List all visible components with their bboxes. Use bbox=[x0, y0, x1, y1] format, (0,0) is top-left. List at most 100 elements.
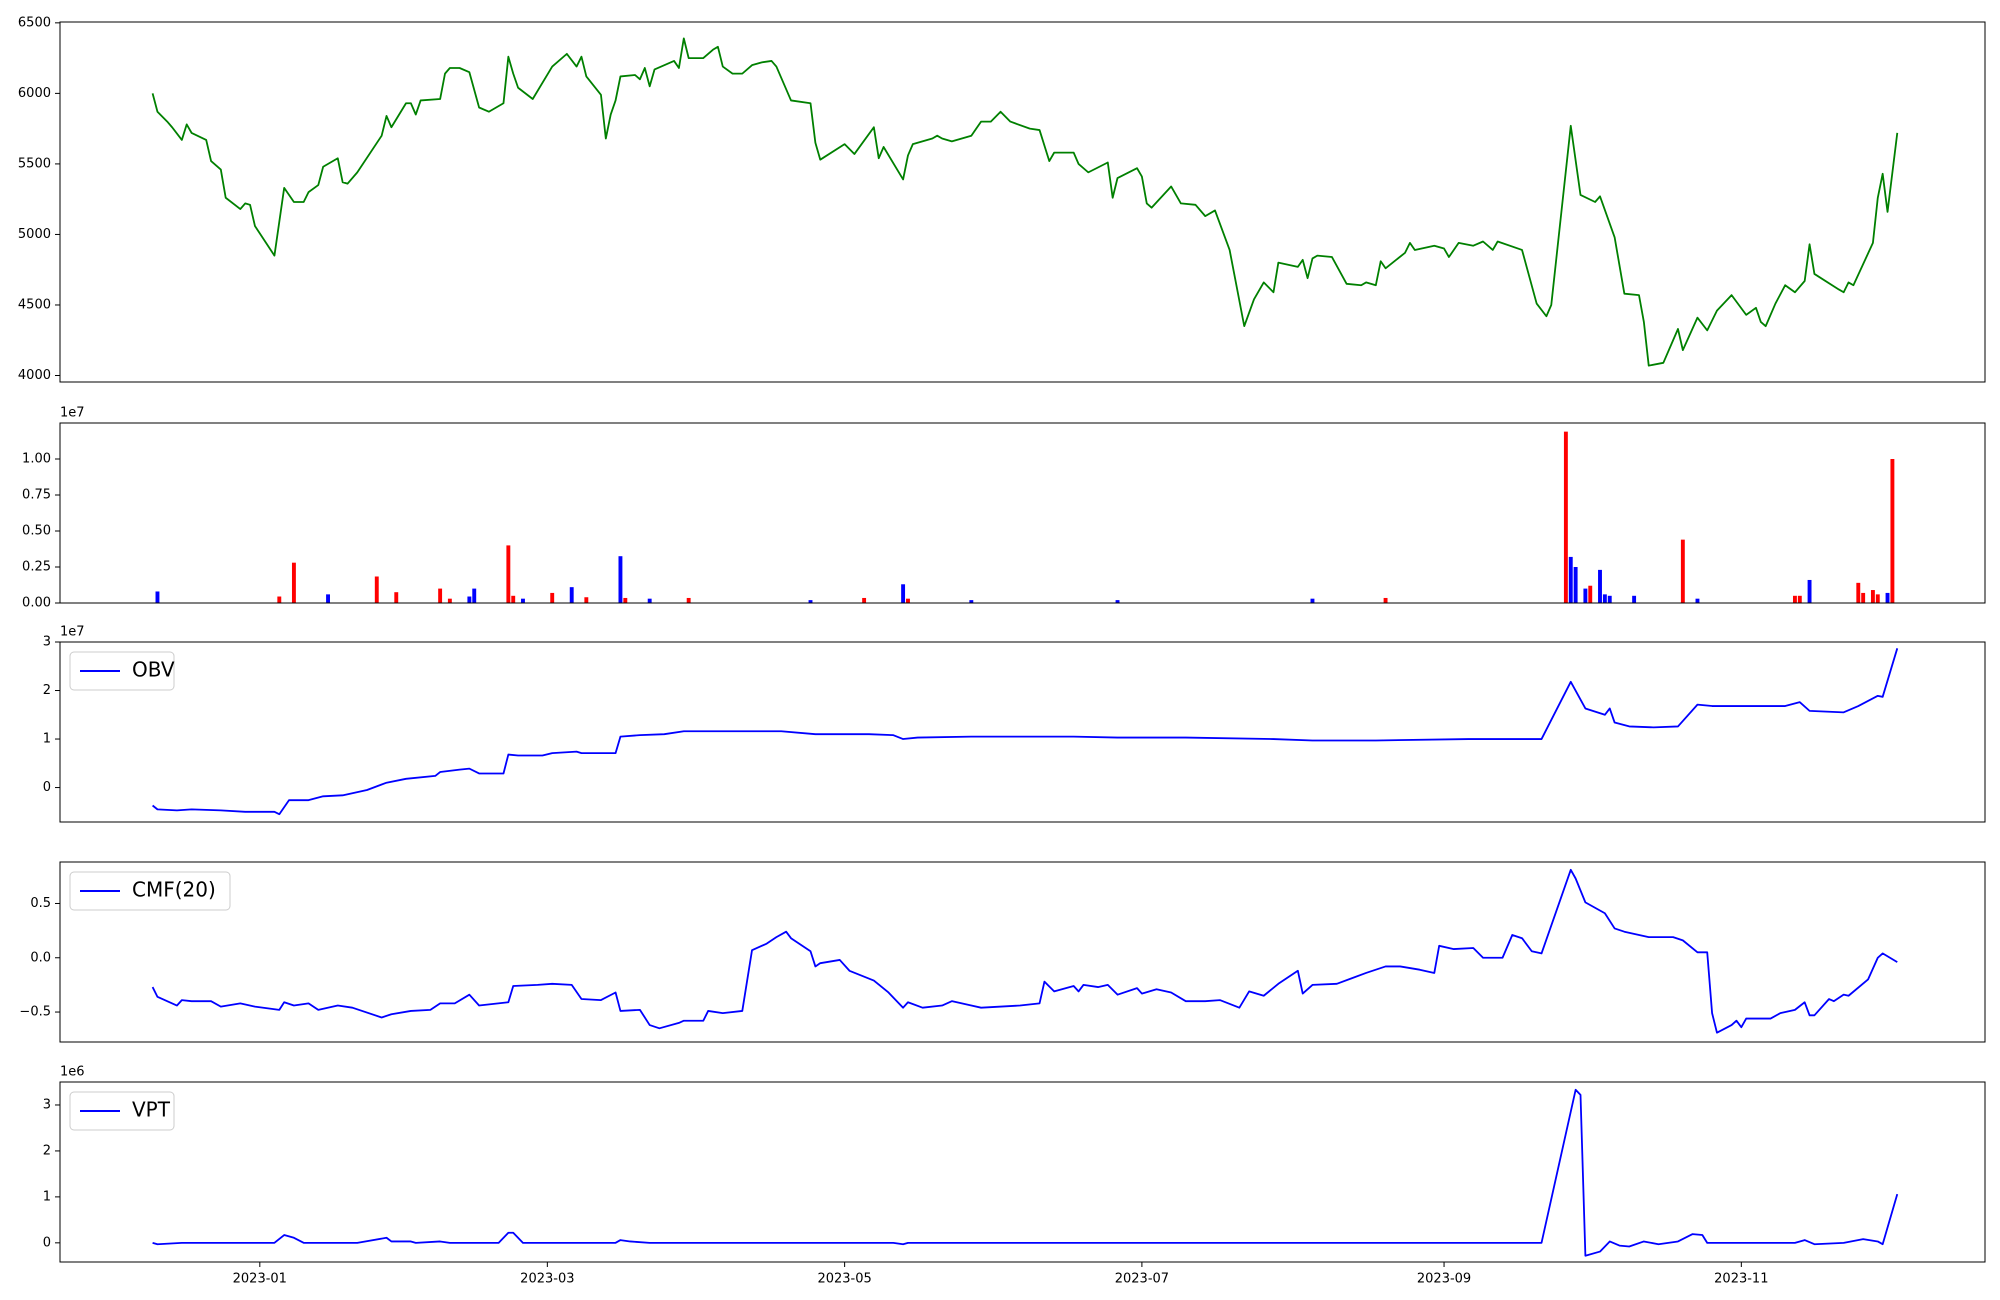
y-tick-label: 1.00 bbox=[22, 452, 51, 467]
volume-bar bbox=[862, 597, 867, 603]
volume-bar bbox=[374, 576, 379, 603]
volume-bar bbox=[277, 596, 282, 603]
volume-bar bbox=[1632, 595, 1637, 603]
legend: OBV bbox=[69, 651, 175, 691]
y-tick-label: 3 bbox=[43, 635, 51, 650]
volume-bar bbox=[155, 591, 160, 603]
y-tick-label: 0.0 bbox=[30, 950, 51, 965]
y-tick-label: 2 bbox=[43, 683, 51, 698]
legend: VPT bbox=[69, 1091, 175, 1131]
y-tick-label: 4000 bbox=[18, 368, 51, 383]
x-tick-label: 2023-03 bbox=[520, 1272, 574, 1287]
y-tick-label: 3 bbox=[43, 1097, 51, 1112]
volume-bar bbox=[1695, 598, 1700, 603]
volume-bar bbox=[1861, 592, 1866, 603]
volume-bar bbox=[969, 600, 974, 603]
volume-bar bbox=[1310, 598, 1315, 603]
panel: 0.00 0.25 0.50 0.75 1.00 1e7 bbox=[22, 406, 1986, 611]
volume-bar bbox=[647, 598, 652, 603]
plot-area bbox=[155, 431, 1895, 603]
y-tick-label: 0.50 bbox=[22, 524, 51, 539]
legend-label: CMF(20) bbox=[132, 878, 216, 902]
series-line bbox=[152, 1088, 1899, 1257]
y-tick-label: 2 bbox=[43, 1143, 51, 1158]
y-tick-label: 6500 bbox=[18, 15, 51, 30]
legend-label: OBV bbox=[132, 658, 175, 682]
volume-bar bbox=[686, 597, 691, 603]
legend-label: VPT bbox=[132, 1098, 171, 1122]
y-tick-label: 0.00 bbox=[22, 596, 51, 611]
x-tick-label: 2023-07 bbox=[1115, 1272, 1169, 1287]
volume-bar bbox=[1563, 431, 1568, 603]
volume-bar bbox=[1115, 600, 1120, 603]
panel: 0 1 2 3 1e7 OBV bbox=[43, 625, 1986, 823]
volume-bar bbox=[1875, 594, 1880, 603]
volume-bar bbox=[1807, 579, 1812, 603]
series-line bbox=[151, 868, 1898, 1034]
volume-bar bbox=[569, 587, 574, 603]
volume-bar bbox=[467, 596, 472, 603]
volume-bar bbox=[1602, 594, 1607, 603]
volume-bar bbox=[511, 595, 516, 603]
volume-bar bbox=[584, 597, 589, 603]
axes-frame bbox=[59, 861, 1986, 1043]
panel: 0 1 2 3 2023-01 2023-03 2023-05 2023-07 2023-09 2… bbox=[43, 1065, 1986, 1287]
legend-box bbox=[69, 1091, 175, 1131]
volume-bar bbox=[1383, 597, 1388, 603]
y-tick-label: 0.75 bbox=[22, 488, 51, 503]
volume-bar bbox=[1885, 592, 1890, 603]
axes-frame bbox=[59, 641, 1986, 823]
y-tick-label: 6000 bbox=[18, 86, 51, 101]
legend-box bbox=[69, 651, 175, 691]
y-tick-label: 0 bbox=[43, 780, 51, 795]
legend-box bbox=[69, 871, 231, 911]
volume-bar bbox=[472, 588, 477, 603]
volume-bar bbox=[326, 594, 330, 603]
y-offset-label: 1e7 bbox=[60, 625, 85, 640]
volume-bar bbox=[623, 597, 628, 603]
x-tick-label: 2023-11 bbox=[1714, 1272, 1768, 1287]
axes-frame bbox=[59, 21, 1986, 383]
y-offset-label: 1e6 bbox=[60, 1065, 85, 1080]
volume-bar bbox=[447, 598, 452, 603]
y-tick-label: 1 bbox=[43, 732, 51, 747]
plot-area bbox=[152, 648, 1899, 816]
y-tick-label: 5000 bbox=[18, 227, 51, 242]
legend: CMF(20) bbox=[69, 871, 231, 911]
y-tick-label: 1 bbox=[43, 1189, 51, 1204]
plot-area bbox=[152, 1088, 1899, 1257]
volume-bar bbox=[291, 562, 296, 603]
y-tick-label: 4500 bbox=[18, 297, 51, 312]
series-line bbox=[152, 648, 1899, 816]
volume-bar bbox=[1680, 539, 1685, 603]
volume-bar bbox=[1573, 567, 1578, 603]
volume-bar bbox=[906, 598, 910, 603]
y-tick-label: −0.5 bbox=[19, 1005, 51, 1020]
axes-frame bbox=[59, 1081, 1986, 1263]
volume-bar bbox=[506, 545, 511, 603]
volume-bar bbox=[618, 556, 623, 603]
volume-bar bbox=[1870, 590, 1875, 603]
panel: −0.5 0.0 0.5 CMF(20) bbox=[19, 861, 1986, 1043]
plot-area bbox=[151, 868, 1898, 1034]
volume-bar bbox=[1890, 459, 1895, 603]
y-tick-label: 0.5 bbox=[30, 896, 51, 911]
x-tick-label: 2023-09 bbox=[1417, 1272, 1471, 1287]
volume-bar bbox=[1583, 588, 1588, 603]
volume-bar bbox=[438, 588, 443, 603]
x-tick-label: 2023-05 bbox=[817, 1272, 871, 1287]
volume-bar bbox=[1568, 556, 1573, 603]
y-offset-label: 1e7 bbox=[60, 406, 85, 421]
volume-bar bbox=[521, 598, 525, 603]
volume-bar bbox=[394, 592, 399, 603]
panel: 4000 4500 5000 5500 6000 6500 bbox=[18, 15, 1986, 383]
volume-bar bbox=[901, 584, 906, 603]
volume-bar bbox=[1792, 595, 1797, 603]
volume-bar bbox=[550, 592, 555, 603]
y-tick-label: 0 bbox=[43, 1235, 51, 1250]
axes-frame bbox=[59, 422, 1986, 604]
x-tick-label: 2023-01 bbox=[233, 1272, 287, 1287]
